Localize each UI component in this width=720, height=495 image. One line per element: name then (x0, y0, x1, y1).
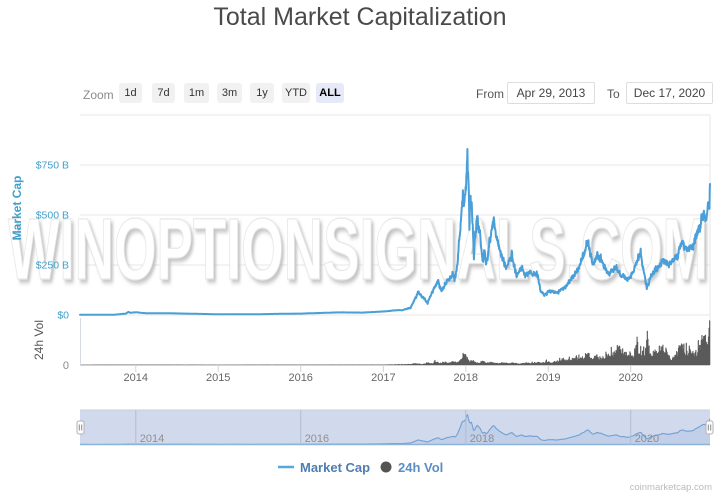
svg-text:Market Cap: Market Cap (10, 176, 24, 241)
svg-text:$500 B: $500 B (36, 210, 69, 222)
svg-text:2017: 2017 (371, 372, 395, 384)
svg-text:2016: 2016 (305, 433, 329, 445)
svg-text:2018: 2018 (454, 372, 478, 384)
svg-text:Market Cap: Market Cap (300, 460, 370, 475)
svg-text:2020: 2020 (618, 372, 642, 384)
svg-text:$750 B: $750 B (36, 160, 69, 172)
svg-text:24h Vol: 24h Vol (398, 460, 443, 475)
svg-text:2020: 2020 (635, 433, 659, 445)
svg-text:2018: 2018 (470, 433, 494, 445)
svg-text:2014: 2014 (124, 372, 148, 384)
svg-text:24h Vol: 24h Vol (32, 320, 46, 360)
svg-text:2016: 2016 (288, 372, 312, 384)
svg-text:2015: 2015 (206, 372, 230, 384)
svg-text:0: 0 (63, 360, 69, 372)
svg-text:coinmarketcap.com: coinmarketcap.com (630, 482, 712, 493)
svg-text:WINOPTIONSIGNALS.COM: WINOPTIONSIGNALS.COM (8, 201, 708, 298)
svg-text:$250 B: $250 B (36, 260, 69, 272)
svg-text:$0: $0 (57, 310, 69, 322)
svg-text:2014: 2014 (140, 433, 164, 445)
svg-text:2019: 2019 (536, 372, 560, 384)
